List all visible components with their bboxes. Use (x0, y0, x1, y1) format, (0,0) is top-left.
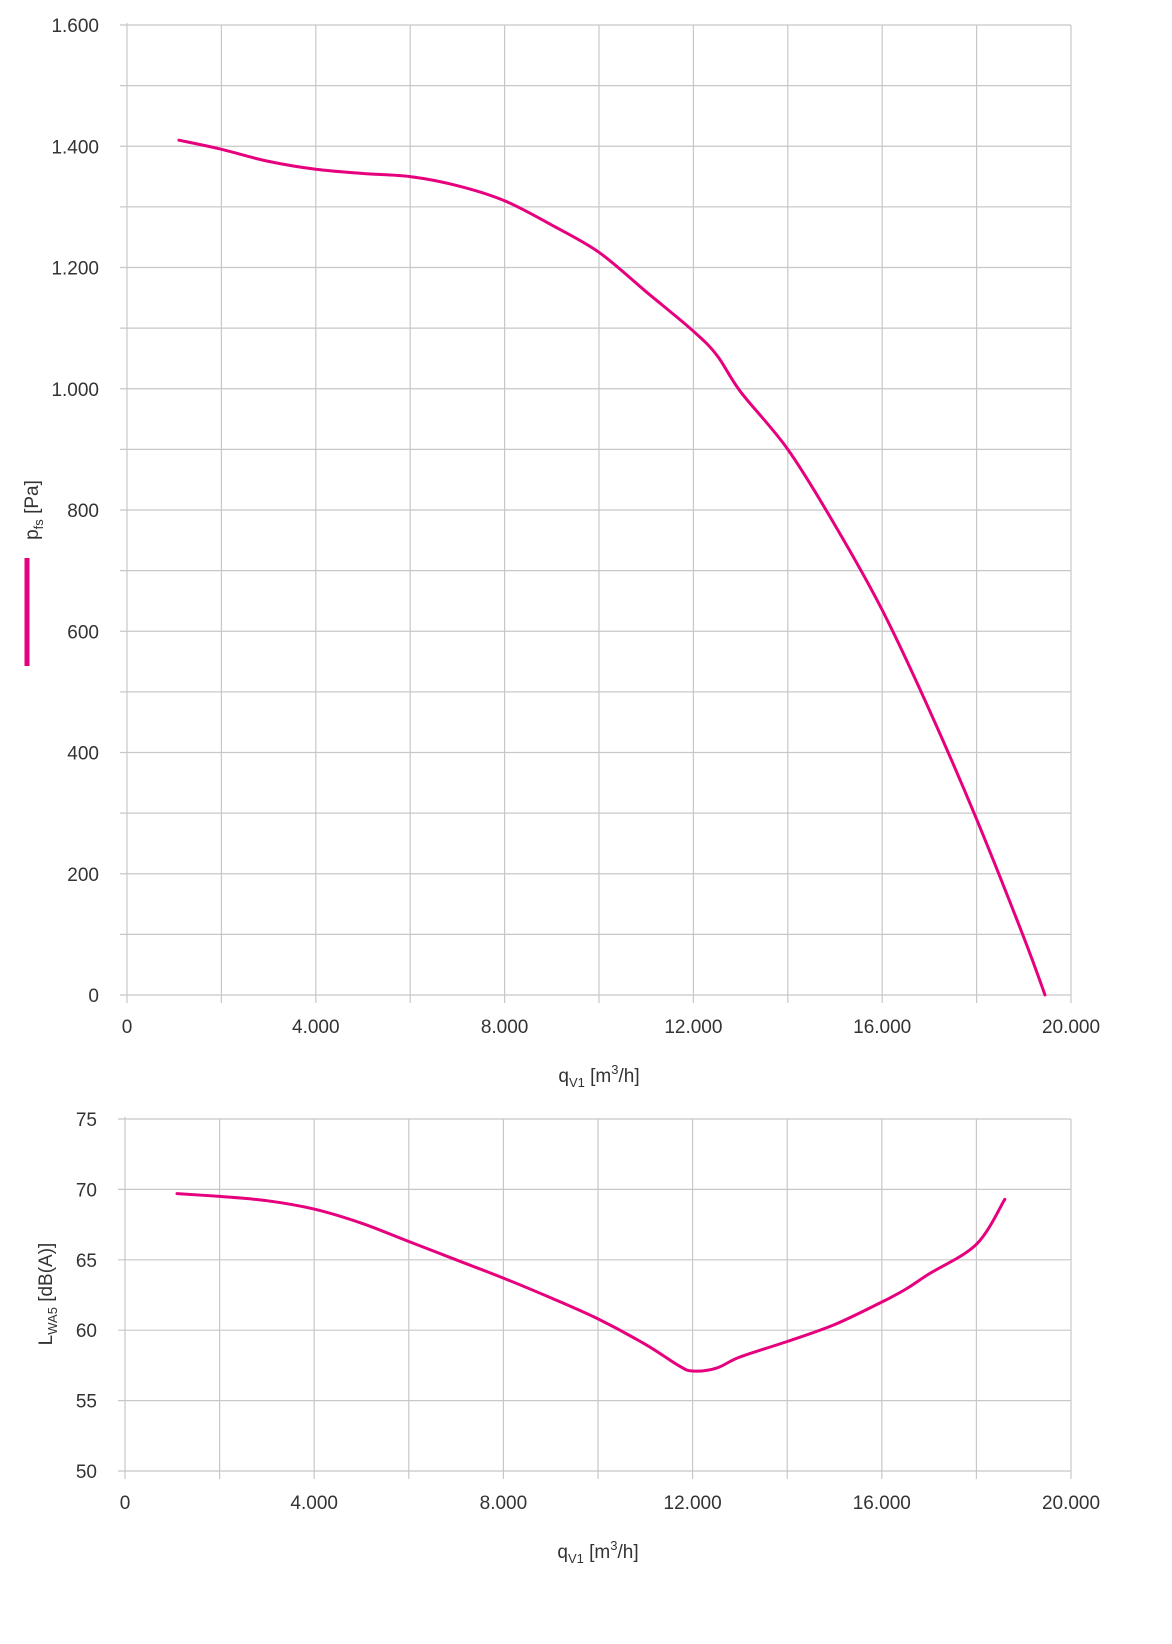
y-tick-label: 1.600 (51, 16, 99, 37)
grid (118, 1117, 1072, 1479)
y-tick-label: 50 (76, 1462, 97, 1483)
x-tick-label: 12.000 (664, 1017, 722, 1038)
x-axis-title: qV1 [m3/h] (557, 1538, 638, 1566)
y-tick-label: 0 (88, 986, 99, 1007)
y-tick-label: 600 (67, 622, 99, 643)
series-line (177, 138, 1047, 997)
y-tick-label: 1.000 (51, 380, 99, 401)
grid (120, 23, 1072, 1003)
x-tick-label: 16.000 (853, 1493, 911, 1514)
x-tick-label: 20.000 (1042, 1493, 1100, 1514)
sound-power-chart: 0 4.000 8.000 12.000 16.000 20.000 50 55 60 65 70 7… (36, 1110, 1100, 1566)
y-tick-label: 75 (76, 1110, 97, 1131)
pressure-chart: 0 4.000 8.000 12.000 16.000 20.000 0 200 400 600 8… (22, 16, 1100, 1090)
y-tick-label: 1.400 (51, 137, 99, 158)
series-line (175, 1192, 1007, 1373)
x-tick-label: 8.000 (481, 1017, 529, 1038)
x-tick-label: 12.000 (664, 1493, 722, 1514)
x-tick-label: 0 (120, 1493, 131, 1514)
x-tick-label: 8.000 (480, 1493, 528, 1514)
x-tick-label: 16.000 (853, 1017, 911, 1038)
y-tick-label: 400 (67, 744, 99, 765)
x-tick-label: 20.000 (1042, 1017, 1100, 1038)
y-tick-label: 55 (76, 1392, 97, 1413)
y-tick-label: 60 (76, 1321, 97, 1342)
x-tick-label: 4.000 (292, 1017, 340, 1038)
y-tick-label: 1.200 (51, 259, 99, 280)
y-tick-label: 800 (67, 501, 99, 522)
y-axis-title: LWA5 [dB(A)] (36, 1243, 60, 1346)
y-axis-title: pfs [Pa] (22, 480, 46, 540)
x-tick-label: 0 (122, 1017, 133, 1038)
x-axis-title: qV1 [m3/h] (558, 1062, 639, 1090)
x-tick-label: 4.000 (290, 1493, 338, 1514)
y-tick-label: 65 (76, 1251, 97, 1272)
y-tick-label: 200 (67, 865, 99, 886)
y-tick-label: 70 (76, 1180, 97, 1201)
